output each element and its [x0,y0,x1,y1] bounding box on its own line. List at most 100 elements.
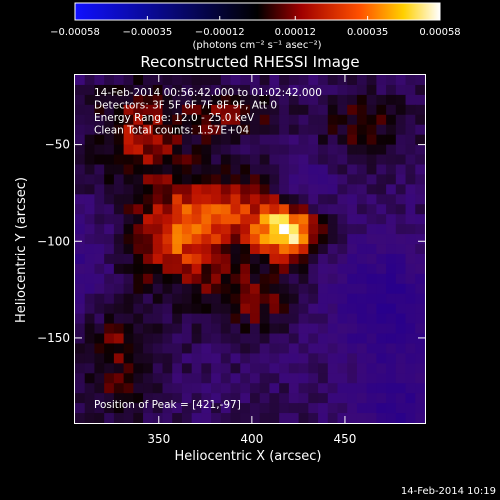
heatmap-cell [288,244,300,255]
heatmap-cell [230,84,241,96]
heatmap-cell [220,363,232,374]
heatmap-cell [75,403,86,414]
heatmap-cell [405,323,416,335]
heatmap-cell [181,293,193,305]
heatmap-cell [288,373,300,384]
heatmap-cell [240,144,251,156]
heatmap-cell [415,393,426,404]
heatmap-cell [220,104,232,116]
heatmap-cell [250,84,261,96]
heatmap-cell [298,234,309,245]
heatmap-cell [220,343,232,354]
heatmap-cell [327,234,339,245]
heatmap-cell [250,75,261,86]
heatmap-cell [405,164,416,176]
heatmap-cell [201,383,212,394]
heatmap-cell [104,234,115,245]
heatmap-cell [162,313,173,325]
heatmap-cell [386,273,397,285]
colorbar-tick-label: 0.00012 [275,27,316,38]
heatmap-cell [308,224,319,235]
heatmap-cell [230,333,241,345]
heatmap-cell [356,283,368,295]
heatmap-cell [308,323,319,335]
heatmap-cell [337,164,348,176]
heatmap-cell [395,343,407,354]
heatmap-cell [162,204,173,215]
heatmap-cell [152,204,164,215]
heatmap-cell [308,214,319,225]
heatmap-cell [347,84,358,96]
heatmap-cell [211,184,222,195]
heatmap-cell [123,214,134,225]
heatmap-cell [94,343,105,354]
heatmap-cell [269,194,280,205]
heatmap-cell [318,403,329,414]
heatmap-cell [376,204,387,215]
heatmap-cell [269,184,280,195]
heatmap-cell [308,234,319,245]
heatmap-cell [356,94,368,106]
heatmap-cell [152,383,164,394]
heatmap-cell [356,84,368,96]
heatmap-cell [337,144,348,156]
heatmap-cell [181,75,193,86]
heatmap-cell [211,343,222,354]
heatmap-cell [415,383,426,394]
heatmap-cell [250,393,261,404]
heatmap-cell [94,144,105,156]
heatmap-cell [337,403,348,414]
heatmap-cell [123,273,134,285]
heatmap-cell [240,323,251,335]
heatmap-cell [84,174,96,185]
heatmap-cell [152,94,164,106]
heatmap-cell [152,124,164,136]
heatmap-cell [318,283,329,295]
heatmap-cell [133,313,144,325]
heatmap-cell [211,383,222,394]
heatmap-cell [376,164,387,176]
heatmap-cell [279,293,290,305]
heatmap-cell [240,234,251,245]
heatmap-cell [327,353,339,364]
heatmap-cell [94,114,105,126]
heatmap-cell [337,84,348,96]
heatmap-cell [269,273,280,285]
heatmap-cell [376,124,387,136]
heatmap-cell [415,413,426,424]
heatmap-cell [201,403,212,414]
heatmap-cell [259,333,271,345]
heatmap-cell [191,234,202,245]
heatmap-cell [133,124,144,136]
heatmap-cell [376,313,387,325]
heatmap-cell [181,84,193,96]
colorbar-tick-label: −0.00058 [50,27,100,38]
heatmap-cell [152,353,164,364]
heatmap-cell [211,303,222,315]
heatmap-cell [113,353,125,364]
heatmap-cell [415,313,426,325]
heatmap-cell [162,84,173,96]
heatmap-cell [298,94,309,106]
heatmap-cell [75,194,86,205]
heatmap-cell [220,134,232,146]
heatmap-cell [405,343,416,354]
heatmap-cell [191,154,202,166]
heatmap-cell [298,84,309,96]
heatmap-cell [337,313,348,325]
heatmap-cell [162,413,173,424]
heatmap-cell [230,403,241,414]
heatmap-cell [143,174,154,185]
heatmap-cell [113,234,125,245]
heatmap-cell [347,124,358,136]
colorbar: −0.00058 −0.00035 −0.00012 0.00012 0.00035 0.… [50,2,461,51]
heatmap-cell [356,313,368,325]
heatmap-cell [84,293,96,305]
heatmap-cell [94,283,105,295]
heatmap-cell [230,144,241,156]
plot-frame [74,74,426,424]
heatmap-cell [308,353,319,364]
heatmap-cell [366,144,377,156]
heatmap-cell [211,293,222,305]
heatmap-cell [133,373,144,384]
